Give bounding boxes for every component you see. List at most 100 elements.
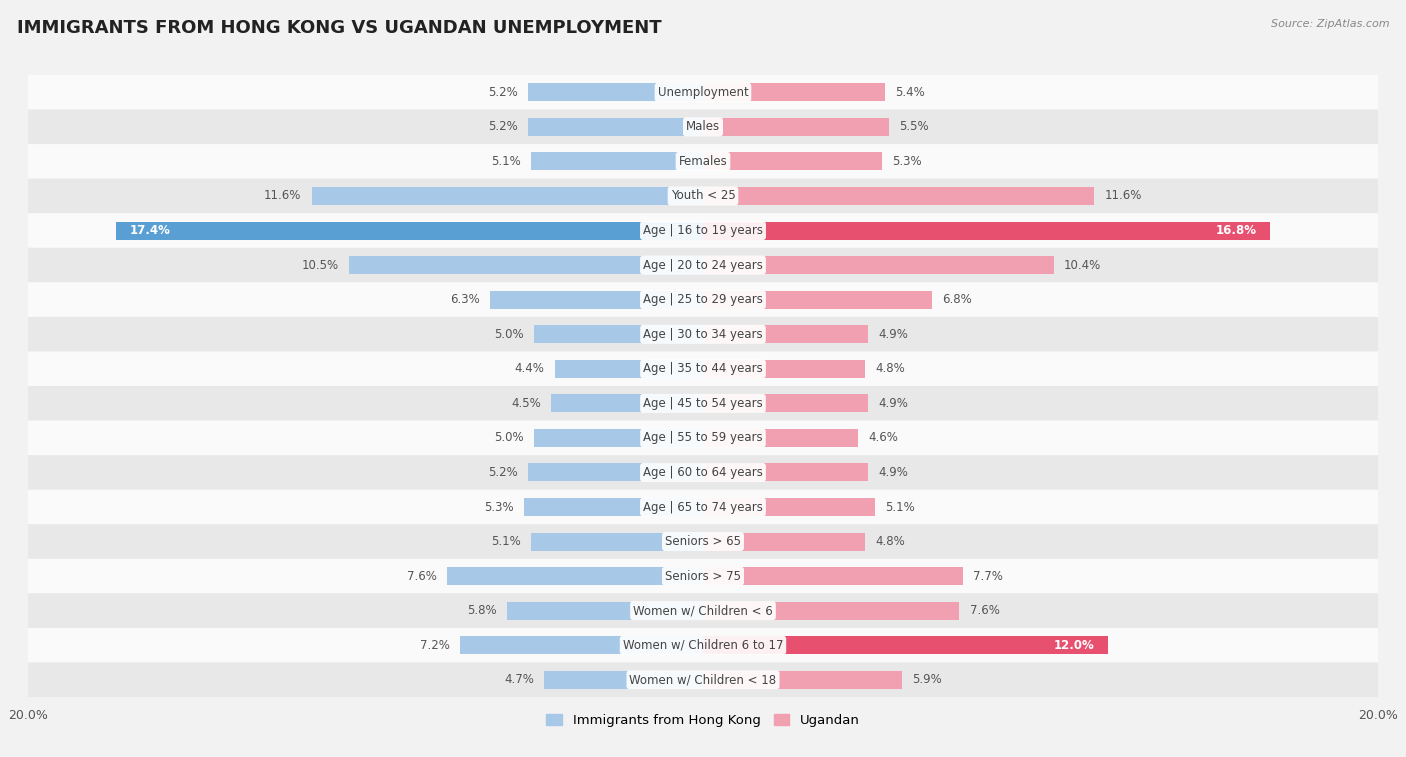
Text: 4.6%: 4.6% <box>869 431 898 444</box>
FancyBboxPatch shape <box>28 593 1378 628</box>
Text: 5.2%: 5.2% <box>488 86 517 99</box>
Bar <box>349 256 703 274</box>
Bar <box>703 429 858 447</box>
Text: 6.3%: 6.3% <box>450 293 481 306</box>
Bar <box>460 637 703 654</box>
Text: Age | 65 to 74 years: Age | 65 to 74 years <box>643 500 763 513</box>
Text: 7.2%: 7.2% <box>420 639 450 652</box>
FancyBboxPatch shape <box>28 213 1378 248</box>
FancyBboxPatch shape <box>28 110 1378 144</box>
Bar <box>115 222 703 239</box>
Bar <box>703 326 869 343</box>
Text: 16.8%: 16.8% <box>1215 224 1257 237</box>
FancyBboxPatch shape <box>28 351 1378 386</box>
Text: Age | 30 to 34 years: Age | 30 to 34 years <box>643 328 763 341</box>
Text: Females: Females <box>679 155 727 168</box>
Text: 4.8%: 4.8% <box>875 363 905 375</box>
Bar <box>703 152 882 170</box>
FancyBboxPatch shape <box>28 455 1378 490</box>
Text: 5.1%: 5.1% <box>886 500 915 513</box>
Bar <box>508 602 703 620</box>
Bar <box>703 187 1094 205</box>
Bar <box>703 637 1108 654</box>
Text: 5.8%: 5.8% <box>468 604 498 617</box>
Bar <box>703 394 869 413</box>
FancyBboxPatch shape <box>28 144 1378 179</box>
Bar <box>703 671 903 689</box>
Bar <box>703 533 865 550</box>
Text: Age | 55 to 59 years: Age | 55 to 59 years <box>643 431 763 444</box>
FancyBboxPatch shape <box>28 75 1378 110</box>
Text: 7.6%: 7.6% <box>406 570 436 583</box>
Text: 7.7%: 7.7% <box>973 570 1002 583</box>
Bar <box>524 498 703 516</box>
Text: Women w/ Children 6 to 17: Women w/ Children 6 to 17 <box>623 639 783 652</box>
Bar <box>447 567 703 585</box>
Text: 4.9%: 4.9% <box>879 397 908 410</box>
Text: Source: ZipAtlas.com: Source: ZipAtlas.com <box>1271 19 1389 29</box>
Text: 10.4%: 10.4% <box>1064 259 1101 272</box>
Text: Youth < 25: Youth < 25 <box>671 189 735 202</box>
Text: Seniors > 65: Seniors > 65 <box>665 535 741 548</box>
Bar <box>531 152 703 170</box>
Text: 5.3%: 5.3% <box>891 155 921 168</box>
Text: Age | 45 to 54 years: Age | 45 to 54 years <box>643 397 763 410</box>
Bar <box>703 256 1054 274</box>
Text: 5.5%: 5.5% <box>898 120 928 133</box>
Text: Seniors > 75: Seniors > 75 <box>665 570 741 583</box>
Bar <box>544 671 703 689</box>
FancyBboxPatch shape <box>28 282 1378 317</box>
Text: 11.6%: 11.6% <box>1105 189 1142 202</box>
Bar <box>551 394 703 413</box>
Text: 5.0%: 5.0% <box>495 328 524 341</box>
Text: 5.2%: 5.2% <box>488 120 517 133</box>
FancyBboxPatch shape <box>28 662 1378 697</box>
Text: 10.5%: 10.5% <box>301 259 339 272</box>
Text: Women w/ Children < 6: Women w/ Children < 6 <box>633 604 773 617</box>
Text: 17.4%: 17.4% <box>129 224 170 237</box>
Text: Age | 16 to 19 years: Age | 16 to 19 years <box>643 224 763 237</box>
Bar <box>527 83 703 101</box>
Text: 4.4%: 4.4% <box>515 363 544 375</box>
Bar <box>703 291 932 309</box>
FancyBboxPatch shape <box>28 386 1378 421</box>
Bar <box>703 222 1270 239</box>
Bar <box>703 567 963 585</box>
FancyBboxPatch shape <box>28 421 1378 455</box>
Bar <box>703 118 889 136</box>
Text: 4.8%: 4.8% <box>875 535 905 548</box>
Bar <box>527 118 703 136</box>
Text: 5.9%: 5.9% <box>912 673 942 687</box>
Text: 5.1%: 5.1% <box>491 535 520 548</box>
Bar <box>703 602 959 620</box>
Bar <box>534 429 703 447</box>
FancyBboxPatch shape <box>28 179 1378 213</box>
Text: Age | 20 to 24 years: Age | 20 to 24 years <box>643 259 763 272</box>
Text: 4.9%: 4.9% <box>879 328 908 341</box>
Text: 4.5%: 4.5% <box>512 397 541 410</box>
FancyBboxPatch shape <box>28 490 1378 525</box>
Legend: Immigrants from Hong Kong, Ugandan: Immigrants from Hong Kong, Ugandan <box>541 709 865 732</box>
Bar <box>703 360 865 378</box>
FancyBboxPatch shape <box>28 525 1378 559</box>
FancyBboxPatch shape <box>28 559 1378 593</box>
FancyBboxPatch shape <box>28 317 1378 351</box>
Text: IMMIGRANTS FROM HONG KONG VS UGANDAN UNEMPLOYMENT: IMMIGRANTS FROM HONG KONG VS UGANDAN UNE… <box>17 19 661 37</box>
Bar <box>703 463 869 481</box>
Bar <box>312 187 703 205</box>
Text: 6.8%: 6.8% <box>942 293 973 306</box>
Text: 5.3%: 5.3% <box>485 500 515 513</box>
Bar <box>534 326 703 343</box>
Text: 7.6%: 7.6% <box>970 604 1000 617</box>
Text: 4.9%: 4.9% <box>879 466 908 479</box>
Bar <box>491 291 703 309</box>
Text: Unemployment: Unemployment <box>658 86 748 99</box>
FancyBboxPatch shape <box>28 248 1378 282</box>
Bar <box>554 360 703 378</box>
Text: Age | 35 to 44 years: Age | 35 to 44 years <box>643 363 763 375</box>
Text: 5.0%: 5.0% <box>495 431 524 444</box>
Text: Women w/ Children < 18: Women w/ Children < 18 <box>630 673 776 687</box>
Bar <box>531 533 703 550</box>
Text: Age | 60 to 64 years: Age | 60 to 64 years <box>643 466 763 479</box>
Text: 5.4%: 5.4% <box>896 86 925 99</box>
